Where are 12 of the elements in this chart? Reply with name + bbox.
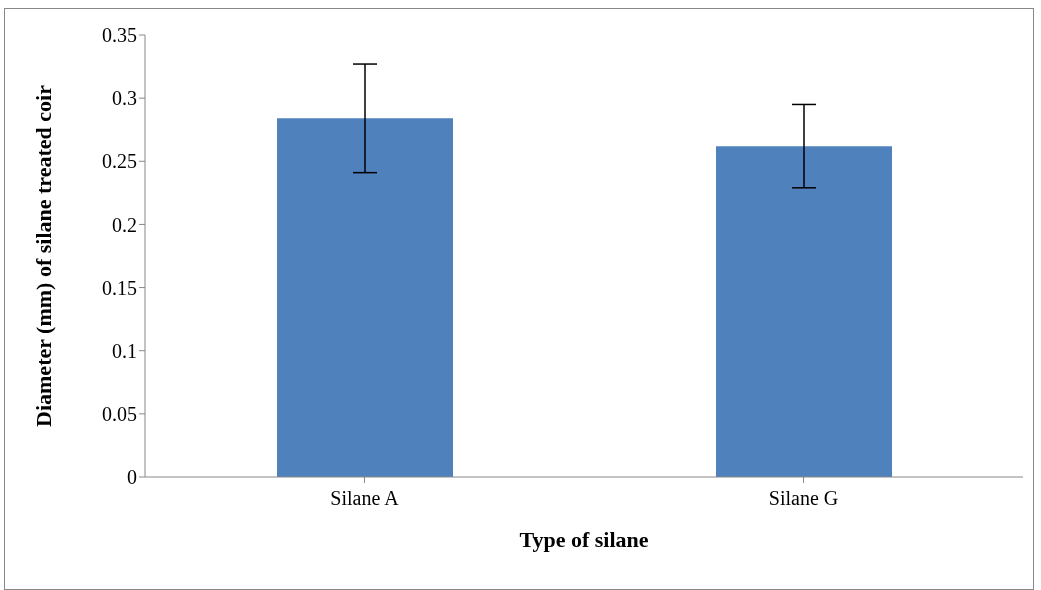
- y-tick-label: 0.2: [112, 213, 137, 236]
- y-tick-label: 0.05: [102, 402, 137, 425]
- x-tick-label: Silane A: [330, 487, 400, 510]
- y-tick-label: 0.15: [102, 276, 137, 299]
- y-tick-label: 0.25: [102, 150, 137, 173]
- y-tick-label: 0.1: [112, 339, 137, 362]
- x-axis-title: Type of silane: [519, 527, 649, 552]
- y-tick-label: 0: [127, 466, 137, 489]
- y-tick-label: 0.35: [102, 24, 137, 47]
- x-tick-label: Silane G: [768, 487, 839, 510]
- y-tick-label: 0.3: [112, 87, 137, 110]
- y-axis-title: Diameter (mm) of silane treated coir: [30, 84, 56, 427]
